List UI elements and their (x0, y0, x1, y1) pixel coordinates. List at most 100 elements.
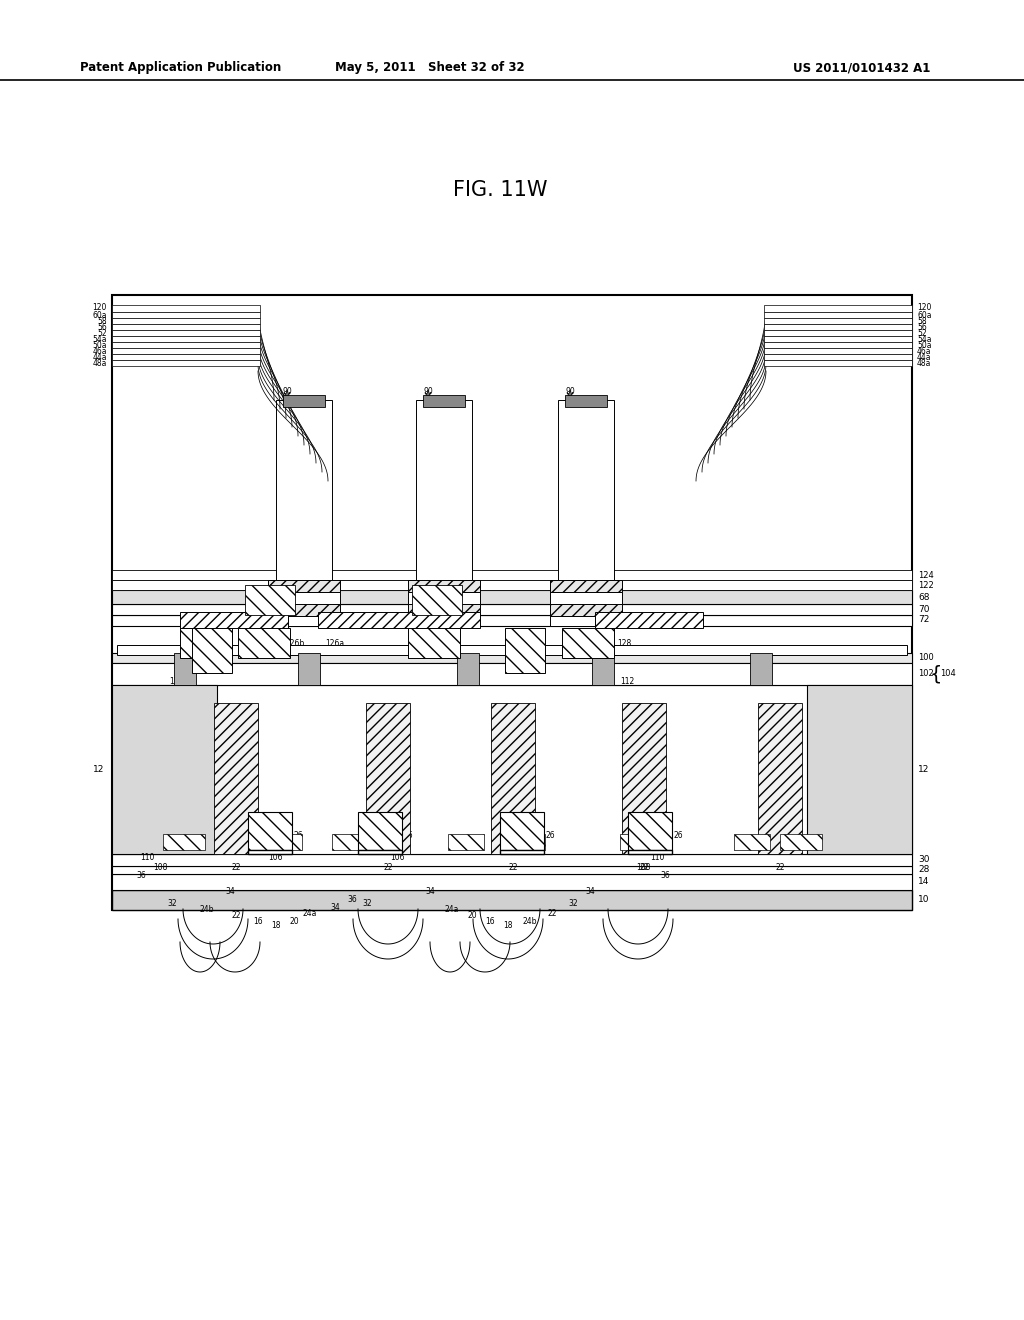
Bar (550, 591, 622, 605)
Bar (112, 360, 260, 366)
Bar (298, 653, 319, 685)
Bar (358, 850, 402, 854)
Text: 36: 36 (660, 871, 670, 880)
Bar (276, 400, 332, 579)
Bar (112, 330, 260, 337)
Text: 22: 22 (547, 909, 557, 919)
Text: 130b: 130b (598, 615, 617, 624)
Text: 48a: 48a (918, 359, 932, 367)
Bar (238, 628, 290, 657)
Text: 36: 36 (136, 871, 146, 880)
Bar (268, 616, 340, 626)
Bar (193, 628, 232, 673)
Bar (112, 866, 912, 874)
Bar (509, 834, 545, 850)
Text: 118: 118 (456, 595, 470, 605)
Text: 22: 22 (383, 863, 393, 873)
Text: 44a: 44a (918, 352, 932, 362)
Text: 108: 108 (636, 863, 650, 873)
Text: 82: 82 (412, 616, 422, 626)
Text: Patent Application Publication: Patent Application Publication (80, 62, 282, 74)
Bar (112, 337, 260, 342)
Text: 114: 114 (650, 645, 665, 655)
Text: 30: 30 (918, 855, 930, 865)
Text: 34: 34 (585, 887, 595, 896)
Text: 100: 100 (918, 653, 934, 663)
Text: 34: 34 (225, 887, 234, 896)
Text: 28: 28 (918, 866, 930, 874)
Text: 20: 20 (289, 916, 299, 925)
Bar (112, 590, 912, 605)
Bar (408, 628, 460, 657)
Text: 26: 26 (674, 830, 684, 840)
Text: 90: 90 (283, 388, 292, 396)
Text: 130a: 130a (322, 615, 341, 624)
Bar (764, 330, 912, 337)
Bar (112, 342, 260, 348)
Text: 124: 124 (918, 570, 934, 579)
Text: 102: 102 (918, 669, 934, 678)
Bar (780, 834, 822, 850)
Text: 46a: 46a (918, 346, 932, 355)
Bar (565, 395, 607, 407)
Text: 84: 84 (554, 606, 563, 615)
Bar (358, 812, 402, 850)
Bar (112, 685, 217, 854)
Text: 18: 18 (271, 921, 281, 931)
Bar (416, 400, 472, 579)
Text: 112: 112 (620, 677, 634, 686)
Text: 20: 20 (467, 912, 477, 920)
Text: 88: 88 (554, 582, 563, 590)
Bar (112, 348, 260, 354)
Bar (412, 585, 462, 615)
Bar (283, 395, 325, 407)
Text: 128: 128 (214, 639, 228, 648)
Text: 14: 14 (918, 878, 930, 887)
Bar (366, 704, 410, 854)
Bar (550, 605, 622, 616)
Text: 110: 110 (650, 854, 665, 862)
Text: 122: 122 (918, 581, 934, 590)
Text: 60a: 60a (918, 310, 932, 319)
Bar (734, 834, 770, 850)
Text: 58: 58 (918, 317, 927, 326)
Text: 26: 26 (546, 830, 556, 840)
Text: 16: 16 (253, 916, 263, 925)
Bar (500, 850, 544, 854)
Bar (112, 312, 260, 318)
Bar (408, 616, 480, 626)
Text: 52: 52 (97, 329, 106, 338)
Bar (628, 812, 672, 850)
Text: 90: 90 (565, 388, 574, 396)
Bar (595, 612, 703, 628)
Bar (112, 854, 912, 866)
Text: 104: 104 (940, 669, 955, 678)
Bar (248, 812, 292, 850)
Bar (764, 342, 912, 348)
Text: 26: 26 (404, 830, 414, 840)
Text: 54a: 54a (918, 334, 932, 343)
Bar (449, 834, 484, 850)
Text: 114: 114 (147, 645, 162, 655)
Text: 70: 70 (918, 605, 930, 614)
Text: 86: 86 (412, 594, 422, 602)
Text: 68: 68 (918, 593, 930, 602)
Bar (180, 612, 288, 628)
Text: 88: 88 (412, 582, 422, 590)
Bar (318, 612, 480, 628)
Bar (112, 685, 912, 854)
Bar (758, 704, 802, 854)
Text: 10: 10 (918, 895, 930, 904)
Bar (112, 323, 260, 330)
Bar (163, 834, 205, 850)
Bar (764, 305, 912, 312)
Text: 36: 36 (347, 895, 357, 903)
Text: 58: 58 (97, 317, 106, 326)
Bar (112, 294, 912, 909)
Bar (112, 305, 260, 312)
Bar (620, 834, 656, 850)
Text: 112: 112 (169, 677, 183, 686)
Text: 22: 22 (231, 863, 241, 873)
Text: 84: 84 (272, 606, 282, 615)
Text: 126a: 126a (325, 639, 344, 648)
